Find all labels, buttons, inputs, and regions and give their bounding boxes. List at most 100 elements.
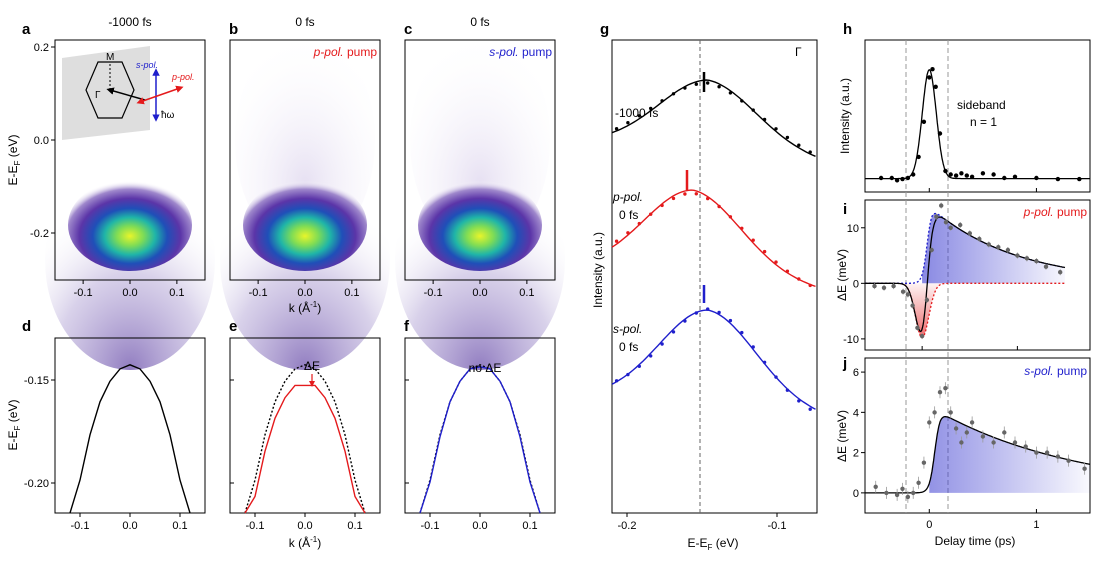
i-point <box>1034 258 1039 264</box>
g-curve-label-0: -1000 fs <box>615 106 658 120</box>
h-point <box>969 174 975 179</box>
j-point <box>1066 458 1071 463</box>
panel-g-point <box>649 354 653 358</box>
panel-g-point <box>660 203 664 208</box>
panel-a-ytick: 0.2 <box>34 42 49 54</box>
h-point <box>959 171 964 176</box>
panel-d-x-axis: -0.1 0.0 0.1 <box>71 513 188 532</box>
h-point <box>1002 175 1007 181</box>
j-point <box>921 460 927 465</box>
panel-g-point <box>785 388 790 392</box>
panel-g-peak-markers <box>685 72 706 303</box>
j-point <box>943 386 948 391</box>
j-point <box>959 440 964 445</box>
h-point <box>905 175 911 181</box>
i-point <box>919 333 925 339</box>
panel-g-point <box>683 86 687 90</box>
panel-i-plot: -10 0 10 <box>843 202 1066 350</box>
i-point <box>939 203 944 208</box>
j-point <box>900 486 905 491</box>
panel-j-plot: 0 2 4 6 0 1 <box>853 367 1091 531</box>
panel-a-xtick: 0.0 <box>122 287 137 299</box>
panel-g-point <box>740 330 744 335</box>
panel-g-point <box>728 318 733 323</box>
inset-label-hw: ħω <box>161 110 175 121</box>
panel-letter-g: g <box>600 21 609 38</box>
panel-g-xlabel: E-EF (eV) <box>688 536 739 552</box>
p-pol-arrow-icon <box>136 85 184 105</box>
j-point <box>927 420 932 425</box>
f-series-1 <box>419 366 541 514</box>
panel-e-x-axis: -0.1 0.0 0.1 <box>246 513 363 532</box>
panel-d-xtick: 0.0 <box>122 520 137 532</box>
h-point <box>930 67 935 72</box>
panel-b-annotation: p-pol. pump <box>313 45 378 59</box>
g-curve-label-2-time: 0 fs <box>619 340 638 354</box>
i-ytick: -10 <box>843 334 859 346</box>
hexagon-icon <box>85 61 135 119</box>
e-series-0 <box>244 364 366 514</box>
panel-f-x-axis: -0.1 0.0 0.1 <box>421 513 538 532</box>
brillouin-zone-inset: M Γ s-pol. p-pol. ħω <box>62 46 195 140</box>
panel-g-point <box>717 204 721 209</box>
panel-a <box>45 39 215 370</box>
panel-g-point <box>683 319 687 323</box>
i-point <box>872 283 877 289</box>
j-point <box>1055 454 1061 459</box>
h-point <box>1055 176 1061 182</box>
panel-g-point <box>762 117 767 122</box>
h-point <box>1077 176 1082 182</box>
panel-h-frame <box>864 39 1091 193</box>
j-point <box>948 410 953 415</box>
i-fill <box>893 283 942 338</box>
j-point <box>884 490 889 496</box>
j-point <box>1044 450 1050 455</box>
panel-letter-h: h <box>843 21 852 38</box>
panel-g-point <box>626 372 630 377</box>
panel-d-ylabel: E-EF (eV) <box>6 400 22 451</box>
panel-g-point <box>694 82 698 86</box>
panel-g-point <box>751 345 755 349</box>
panel-letter-c: c <box>404 21 412 38</box>
h-point <box>953 173 959 178</box>
i-ytick: 0 <box>853 278 859 290</box>
inset-label-s-pol: s-pol. <box>136 60 158 70</box>
j-ytick: 2 <box>853 448 859 460</box>
h-point <box>921 119 927 125</box>
panel-i-frame <box>864 199 1091 351</box>
panel-g-xtick: -0.1 <box>768 520 787 532</box>
i-point <box>900 289 906 294</box>
panel-g-point <box>774 260 778 264</box>
panel-g-point <box>694 311 698 315</box>
i-point <box>943 220 949 225</box>
panel-g-xtick: -0.2 <box>618 520 637 532</box>
e-series-1 <box>244 384 366 514</box>
panel-a-xtick: 0.1 <box>169 287 184 299</box>
panel-g-point <box>740 226 744 230</box>
panel-g-fit-0 <box>611 79 816 157</box>
i-point <box>929 247 934 253</box>
panel-g-point <box>706 196 710 201</box>
panel-b-xtick: 0.0 <box>297 287 312 299</box>
panel-g-point <box>626 231 630 235</box>
panel-d-xtick: 0.1 <box>172 520 187 532</box>
panel-d-y-axis: -0.15 -0.20 E-EF (eV) <box>6 375 409 490</box>
panel-c-title: 0 fs <box>470 15 489 29</box>
j-point <box>991 440 996 445</box>
panel-h-label-1: sideband <box>957 98 1006 112</box>
i-point <box>967 231 972 236</box>
panel-i-annotation: p-pol. pump <box>1023 205 1088 219</box>
panel-f-xtick: -0.1 <box>421 520 440 532</box>
j-point <box>916 480 921 485</box>
panel-c-xtick: 0.1 <box>519 287 534 299</box>
panel-g-point <box>637 114 641 118</box>
h-point <box>889 175 894 181</box>
panel-g-point <box>797 143 801 147</box>
panel-g-point <box>649 212 653 216</box>
panel-b-x-axis: -0.1 0.0 0.1 <box>249 280 360 299</box>
g-curve-label-1-pol: p-pol. <box>612 190 643 204</box>
panel-a-band <box>68 179 192 271</box>
i-fill <box>922 213 1065 284</box>
inset-plane <box>62 46 150 140</box>
